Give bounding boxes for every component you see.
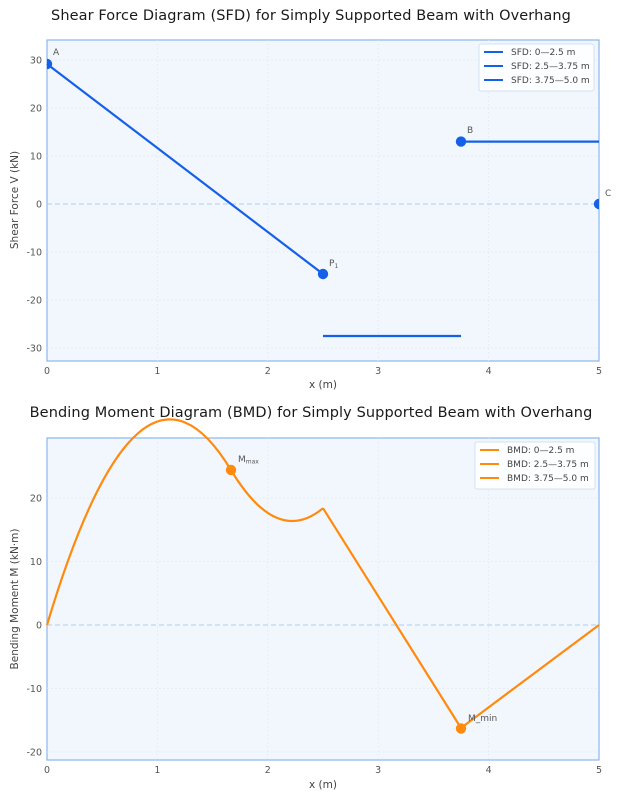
- bmd-series-1: [45, 418, 324, 626]
- bmd-chart: Mmax M_min 20 10 0 -10 -20 0 1 2 3 4 5 x…: [9, 418, 602, 791]
- sfd-legend: SFD: 0—2.5 m SFD: 2.5—3.75 m SFD: 3.75—5…: [478, 43, 595, 92]
- sfd-legend-item-2: SFD: 2.5—3.75 m: [511, 62, 590, 72]
- bmd-series-3: [460, 624, 600, 729]
- sfd-annotation-a: A: [53, 48, 60, 58]
- sfd-legend-item-3: SFD: 3.75—5.0 m: [511, 76, 590, 86]
- bmd-ylabel: Bending Moment M (kN·m): [9, 529, 21, 670]
- sfd-point-p1: [317, 268, 329, 280]
- sfd-annotation-p1: P1: [329, 259, 338, 270]
- bmd-legend: BMD: 0—2.5 m BMD: 2.5—3.75 m BMD: 3.75—5…: [474, 441, 596, 490]
- bmd-point-mmin: [455, 723, 467, 734]
- bmd-legend-item-1: BMD: 0—2.5 m: [507, 446, 574, 456]
- svg-text:3: 3: [375, 366, 381, 377]
- svg-text:20: 20: [30, 104, 42, 115]
- svg-text:20: 20: [30, 494, 42, 505]
- sfd-point-a: [47, 58, 53, 70]
- bmd-annotation-mmin: M_min: [468, 714, 497, 724]
- svg-text:2: 2: [265, 366, 271, 377]
- bmd-xticks: 0 1 2 3 4 5: [44, 765, 602, 776]
- sfd-annotation-b: B: [467, 126, 473, 136]
- sfd-legend-item-1: SFD: 0—2.5 m: [511, 48, 575, 58]
- bmd-point-mmax: [225, 464, 237, 476]
- svg-text:1: 1: [154, 366, 160, 377]
- sfd-point-b: [455, 136, 467, 147]
- svg-text:-20: -20: [26, 296, 42, 307]
- svg-text:5: 5: [596, 366, 602, 377]
- bmd-series-2: [322, 507, 462, 729]
- svg-text:-10: -10: [26, 684, 42, 695]
- svg-text:3: 3: [375, 765, 381, 776]
- bmd-plot-area: [46, 437, 600, 761]
- sfd-chart: A P1 B C 30 20 10 0 -10 -20 -30 0 1 2 3 …: [9, 39, 611, 391]
- svg-text:10: 10: [30, 557, 42, 568]
- bmd-yticks: 20 10 0 -10 -20: [26, 494, 42, 759]
- sfd-ylabel: Shear Force V (kN): [9, 151, 21, 249]
- bmd-legend-item-2: BMD: 2.5—3.75 m: [507, 460, 589, 470]
- sfd-point-c: [593, 198, 599, 210]
- svg-text:2: 2: [265, 765, 271, 776]
- svg-text:4: 4: [486, 765, 492, 776]
- svg-text:4: 4: [486, 366, 492, 377]
- sfd-xticks: 0 1 2 3 4 5: [44, 366, 602, 377]
- svg-text:30: 30: [30, 56, 42, 67]
- svg-text:0: 0: [44, 366, 50, 377]
- svg-text:-30: -30: [26, 344, 42, 355]
- sfd-annotation-c: C: [605, 189, 611, 199]
- svg-text:10: 10: [30, 152, 42, 163]
- bmd-annotation-mmax: Mmax: [238, 455, 259, 466]
- sfd-xlabel: x (m): [309, 379, 337, 391]
- svg-text:5: 5: [596, 765, 602, 776]
- bmd-grid: [47, 438, 599, 760]
- svg-text:-20: -20: [26, 748, 42, 759]
- sfd-series-1: [46, 63, 324, 275]
- svg-text:-10: -10: [26, 248, 42, 259]
- svg-text:0: 0: [36, 621, 42, 632]
- svg-text:0: 0: [44, 765, 50, 776]
- bmd-xlabel: x (m): [309, 779, 337, 791]
- sfd-title: Shear Force Diagram (SFD) for Simply Sup…: [51, 8, 571, 24]
- sfd-plot-area: [46, 39, 600, 362]
- bmd-legend-item-3: BMD: 3.75—5.0 m: [507, 474, 589, 484]
- bmd-title: Bending Moment Diagram (BMD) for Simply …: [29, 405, 593, 421]
- sfd-yticks: 30 20 10 0 -10 -20 -30: [26, 56, 42, 355]
- svg-text:0: 0: [36, 200, 42, 211]
- svg-text:1: 1: [154, 765, 160, 776]
